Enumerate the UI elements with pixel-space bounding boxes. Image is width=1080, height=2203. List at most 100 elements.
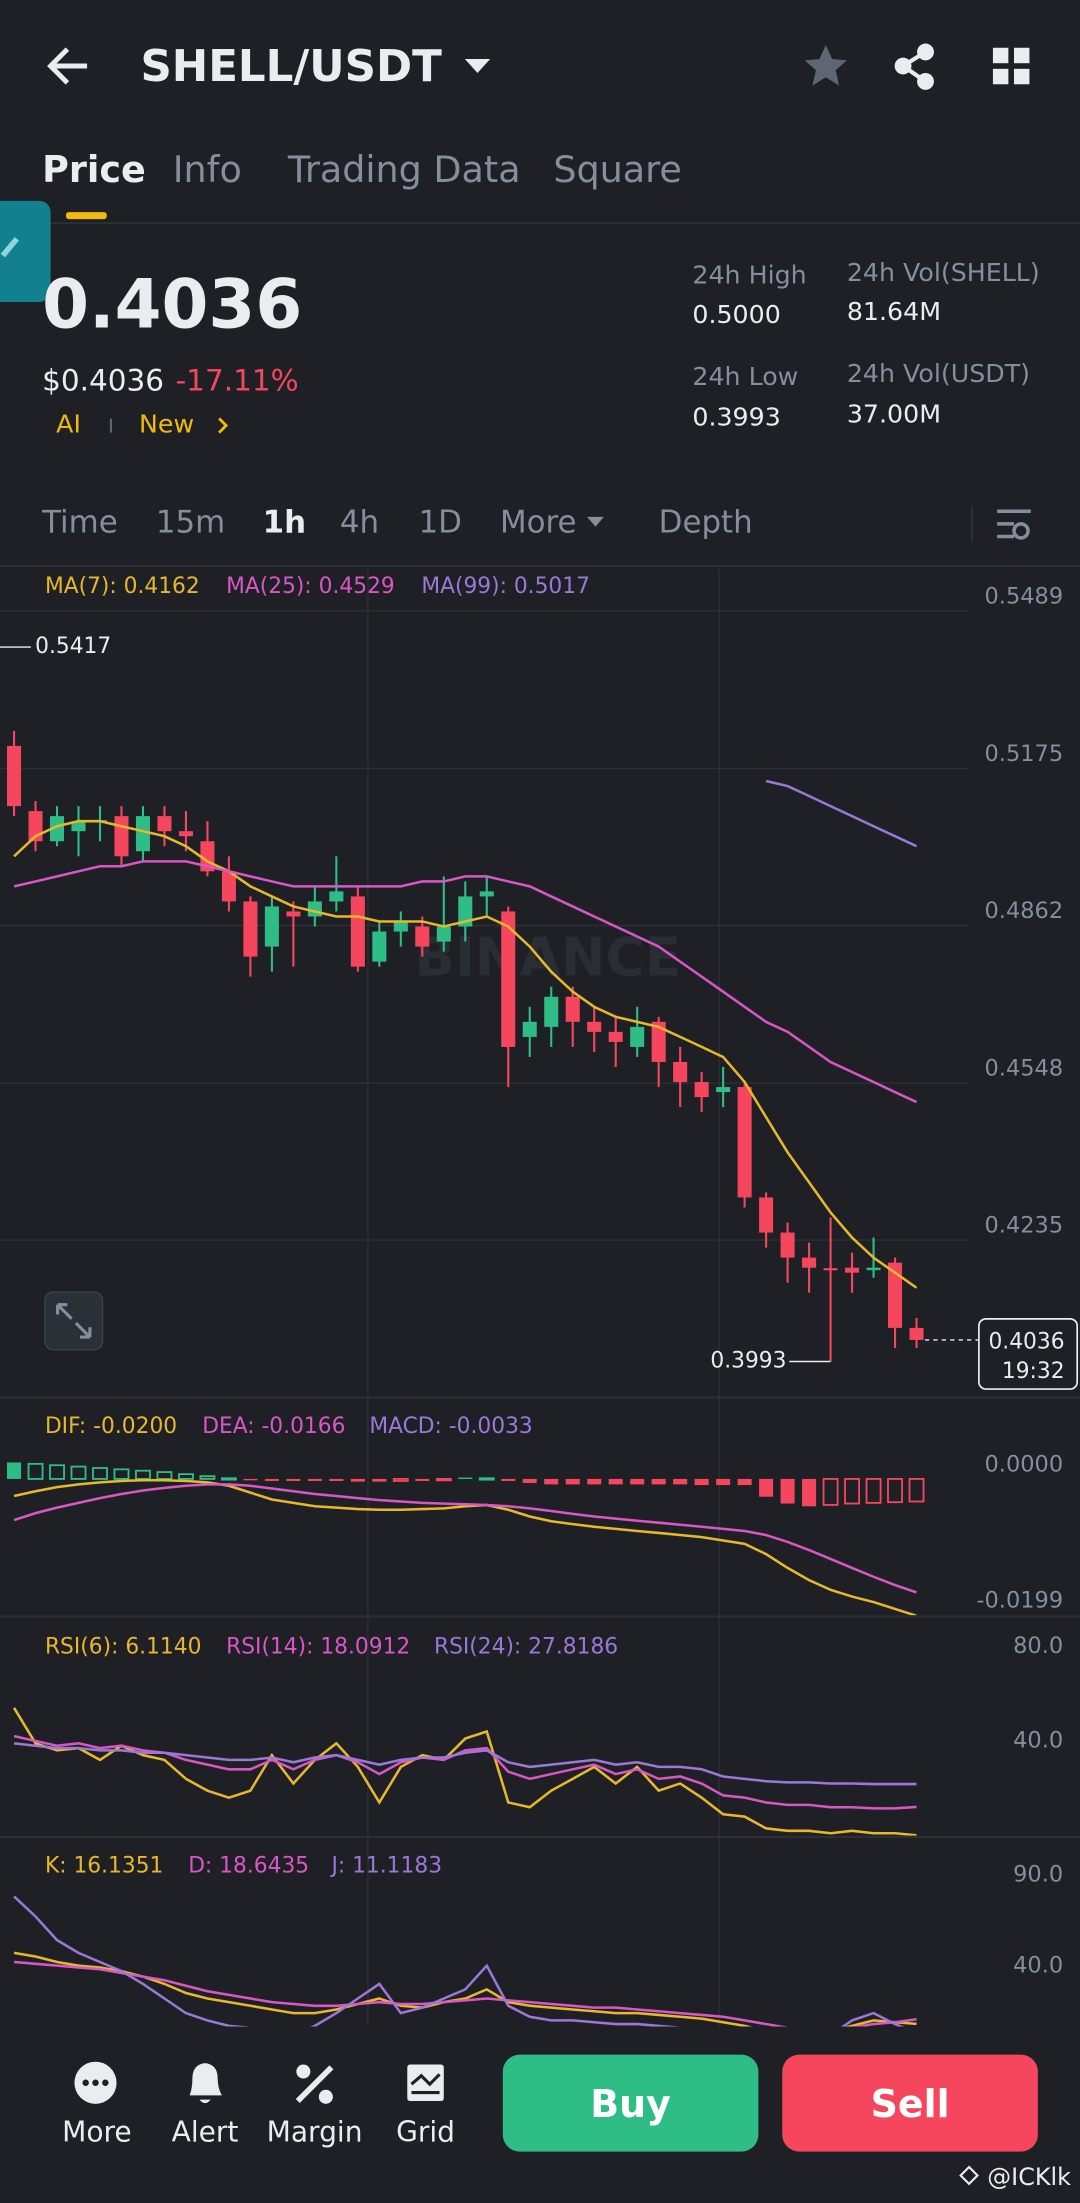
menu-icon[interactable] [992, 47, 1030, 85]
watermark: BINANCE [414, 925, 681, 988]
floating-widget[interactable] [0, 200, 51, 302]
panel-overlay: 80.0 40.0 RSI(6): 6.1140 RSI(14): 18.0912 RS… [45, 1633, 1063, 1754]
buy-button[interactable] [502, 2054, 759, 2152]
histogram-bar [587, 1478, 602, 1485]
tab-square[interactable]: Square [553, 148, 682, 191]
tab-price[interactable]: Price [42, 148, 146, 191]
y-tick-label: 40.0 [1013, 1728, 1063, 1754]
stat-label: 24h Vol(USDT) [847, 359, 1030, 388]
share-icon[interactable] [894, 43, 934, 90]
legend-entry: MA(99): 0.5017 [421, 574, 590, 599]
more-icon[interactable] [74, 2061, 117, 2104]
low-marker: 0.3993 [710, 1348, 786, 1373]
interval[interactable]: Time [41, 504, 118, 540]
grid-icon[interactable] [407, 2064, 444, 2102]
interval[interactable]: 15m [156, 504, 225, 540]
back-button[interactable] [47, 47, 88, 85]
legend-entry: D: 18.6435 [188, 1853, 309, 1878]
candle-body [823, 1268, 838, 1271]
histogram-bar [673, 1478, 688, 1485]
histogram-bar [887, 1478, 903, 1504]
sell-button[interactable] [782, 2054, 1038, 2152]
candle-body [909, 1327, 924, 1340]
chevron [218, 417, 229, 434]
action-label[interactable]: Alert [172, 2115, 239, 2148]
indicator-line [13, 1960, 917, 2027]
candle-body [307, 901, 322, 917]
histogram-bar [135, 1469, 151, 1480]
interval[interactable]: 1D [419, 504, 462, 540]
histogram-bar [522, 1478, 537, 1484]
candle-body [888, 1262, 903, 1328]
histogram-bar [435, 1478, 452, 1482]
y-tick-label: 0.5175 [985, 741, 1064, 767]
histogram-bar [178, 1473, 194, 1480]
histogram-bar [780, 1478, 795, 1504]
action-label[interactable]: More [62, 2115, 132, 2148]
panel-overlay: 0.5489 0.5175 0.4862 0.4548 0.4235 MA(7): 0.4… [0, 574, 1079, 1390]
candle-body [565, 996, 580, 1022]
credit: @ICKlk [987, 2163, 1071, 2191]
sell-label[interactable]: Sell [871, 2082, 950, 2126]
candle-body [630, 1026, 645, 1047]
candle-body [737, 1087, 752, 1198]
countdown-label: 19:32 [1002, 1359, 1065, 1384]
panel [0, 610, 970, 1362]
favorite-icon[interactable] [804, 44, 847, 86]
ai-tag[interactable]: AI [56, 410, 81, 439]
candle-body [178, 831, 193, 837]
candle-body [651, 1021, 666, 1062]
tab-trading-data[interactable]: Trading Data [287, 148, 521, 191]
candle-body [866, 1267, 881, 1271]
expand-button[interactable] [44, 1291, 104, 1351]
candle-body [393, 921, 408, 932]
pair-dropdown[interactable] [464, 58, 491, 74]
action-label[interactable]: Margin [267, 2115, 363, 2148]
candle-body [7, 745, 22, 807]
histogram-bar [458, 1477, 473, 1479]
histogram-bar [329, 1478, 344, 1481]
histogram-bar [372, 1478, 387, 1482]
legend-entry: DIF: -0.0200 [45, 1414, 177, 1439]
depth-tab[interactable]: Depth [659, 504, 753, 540]
histogram-bar [286, 1478, 301, 1481]
indicator-line [12, 1707, 917, 1836]
panel [7, 1462, 925, 1616]
interval-more[interactable]: More [500, 504, 577, 540]
y-tick-label: 80.0 [1013, 1633, 1063, 1659]
panel-overlay: 90.0 40.0 K: 16.1351 D: 18.6435 J: 11.1183 [45, 1853, 1063, 1978]
legend-entry: DEA: -0.0166 [202, 1414, 345, 1439]
price-usd: $0.4036 [42, 364, 164, 398]
stat-label: 24h High [692, 261, 806, 290]
interval-active[interactable]: 1h [263, 504, 306, 540]
buy-label[interactable]: Buy [590, 2082, 671, 2126]
interval[interactable]: 4h [340, 504, 379, 540]
action-label[interactable]: Grid [396, 2115, 455, 2148]
histogram-bar [908, 1478, 925, 1503]
indicator-line [13, 1483, 917, 1594]
legend-entry: RSI(24): 27.8186 [434, 1634, 618, 1659]
candle-body [436, 926, 451, 942]
new-tag[interactable]: New [139, 410, 194, 439]
chart-settings-icon[interactable] [997, 509, 1031, 540]
histogram-bar [822, 1478, 839, 1506]
histogram-bar [844, 1478, 860, 1505]
histogram-bar [415, 1478, 430, 1481]
histogram-bar [737, 1478, 752, 1486]
margin-icon[interactable] [295, 2064, 334, 2104]
histogram-bar [156, 1471, 173, 1480]
stat-value: 81.64M [847, 297, 941, 326]
histogram-bar [716, 1478, 731, 1486]
stat-value: 0.5000 [692, 300, 780, 329]
histogram-bar [501, 1478, 516, 1481]
histogram-bar [7, 1462, 22, 1479]
histogram-bar [199, 1475, 216, 1480]
y-tick-label: 0.4548 [985, 1056, 1064, 1082]
alert-icon[interactable] [189, 2063, 222, 2104]
panel [13, 1895, 917, 2027]
panel-dividers [0, 1396, 1080, 1839]
tab-info[interactable]: Info [173, 148, 242, 191]
candle-body [264, 906, 279, 947]
pair-title[interactable]: SHELL/USDT [140, 42, 442, 92]
